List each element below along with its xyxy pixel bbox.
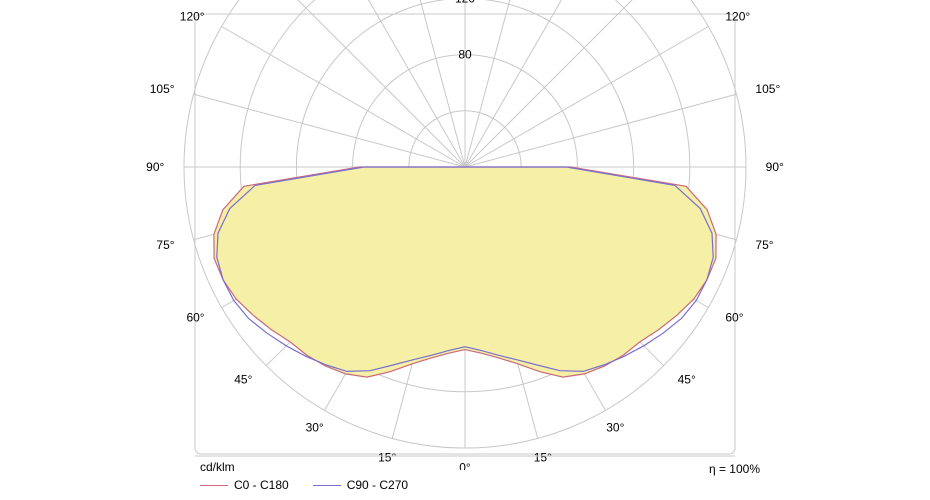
- legend-swatch-c90: [313, 485, 341, 486]
- legend: cd/klm C0 - C180 C90 - C270: [200, 460, 770, 492]
- svg-text:90°: 90°: [766, 160, 784, 174]
- svg-text:60°: 60°: [186, 310, 204, 324]
- unit-label: cd/klm: [200, 460, 235, 474]
- polar-chart-svg: 80120160135°120°105°90°75°60°45°135°120°…: [0, 0, 930, 470]
- svg-text:45°: 45°: [234, 373, 252, 387]
- efficiency-label: η = 100%: [709, 462, 760, 476]
- svg-text:90°: 90°: [146, 160, 164, 174]
- svg-text:45°: 45°: [678, 373, 696, 387]
- legend-label-c0: C0 - C180: [234, 478, 289, 492]
- svg-text:75°: 75°: [755, 238, 773, 252]
- polar-chart-container: 80120160135°120°105°90°75°60°45°135°120°…: [0, 0, 930, 500]
- svg-text:105°: 105°: [755, 82, 780, 96]
- svg-text:80: 80: [458, 48, 472, 62]
- svg-text:120°: 120°: [725, 10, 750, 24]
- svg-text:105°: 105°: [150, 82, 175, 96]
- legend-item-c90: C90 - C270: [313, 478, 408, 492]
- svg-text:30°: 30°: [606, 420, 624, 434]
- legend-item-c0: C0 - C180: [200, 478, 289, 492]
- legend-items: C0 - C180 C90 - C270: [200, 478, 408, 492]
- legend-swatch-c0: [200, 485, 228, 486]
- svg-text:30°: 30°: [306, 420, 324, 434]
- svg-text:60°: 60°: [725, 310, 743, 324]
- svg-text:75°: 75°: [156, 238, 174, 252]
- svg-text:120°: 120°: [180, 10, 205, 24]
- svg-text:120: 120: [455, 0, 475, 5]
- legend-label-c90: C90 - C270: [347, 478, 408, 492]
